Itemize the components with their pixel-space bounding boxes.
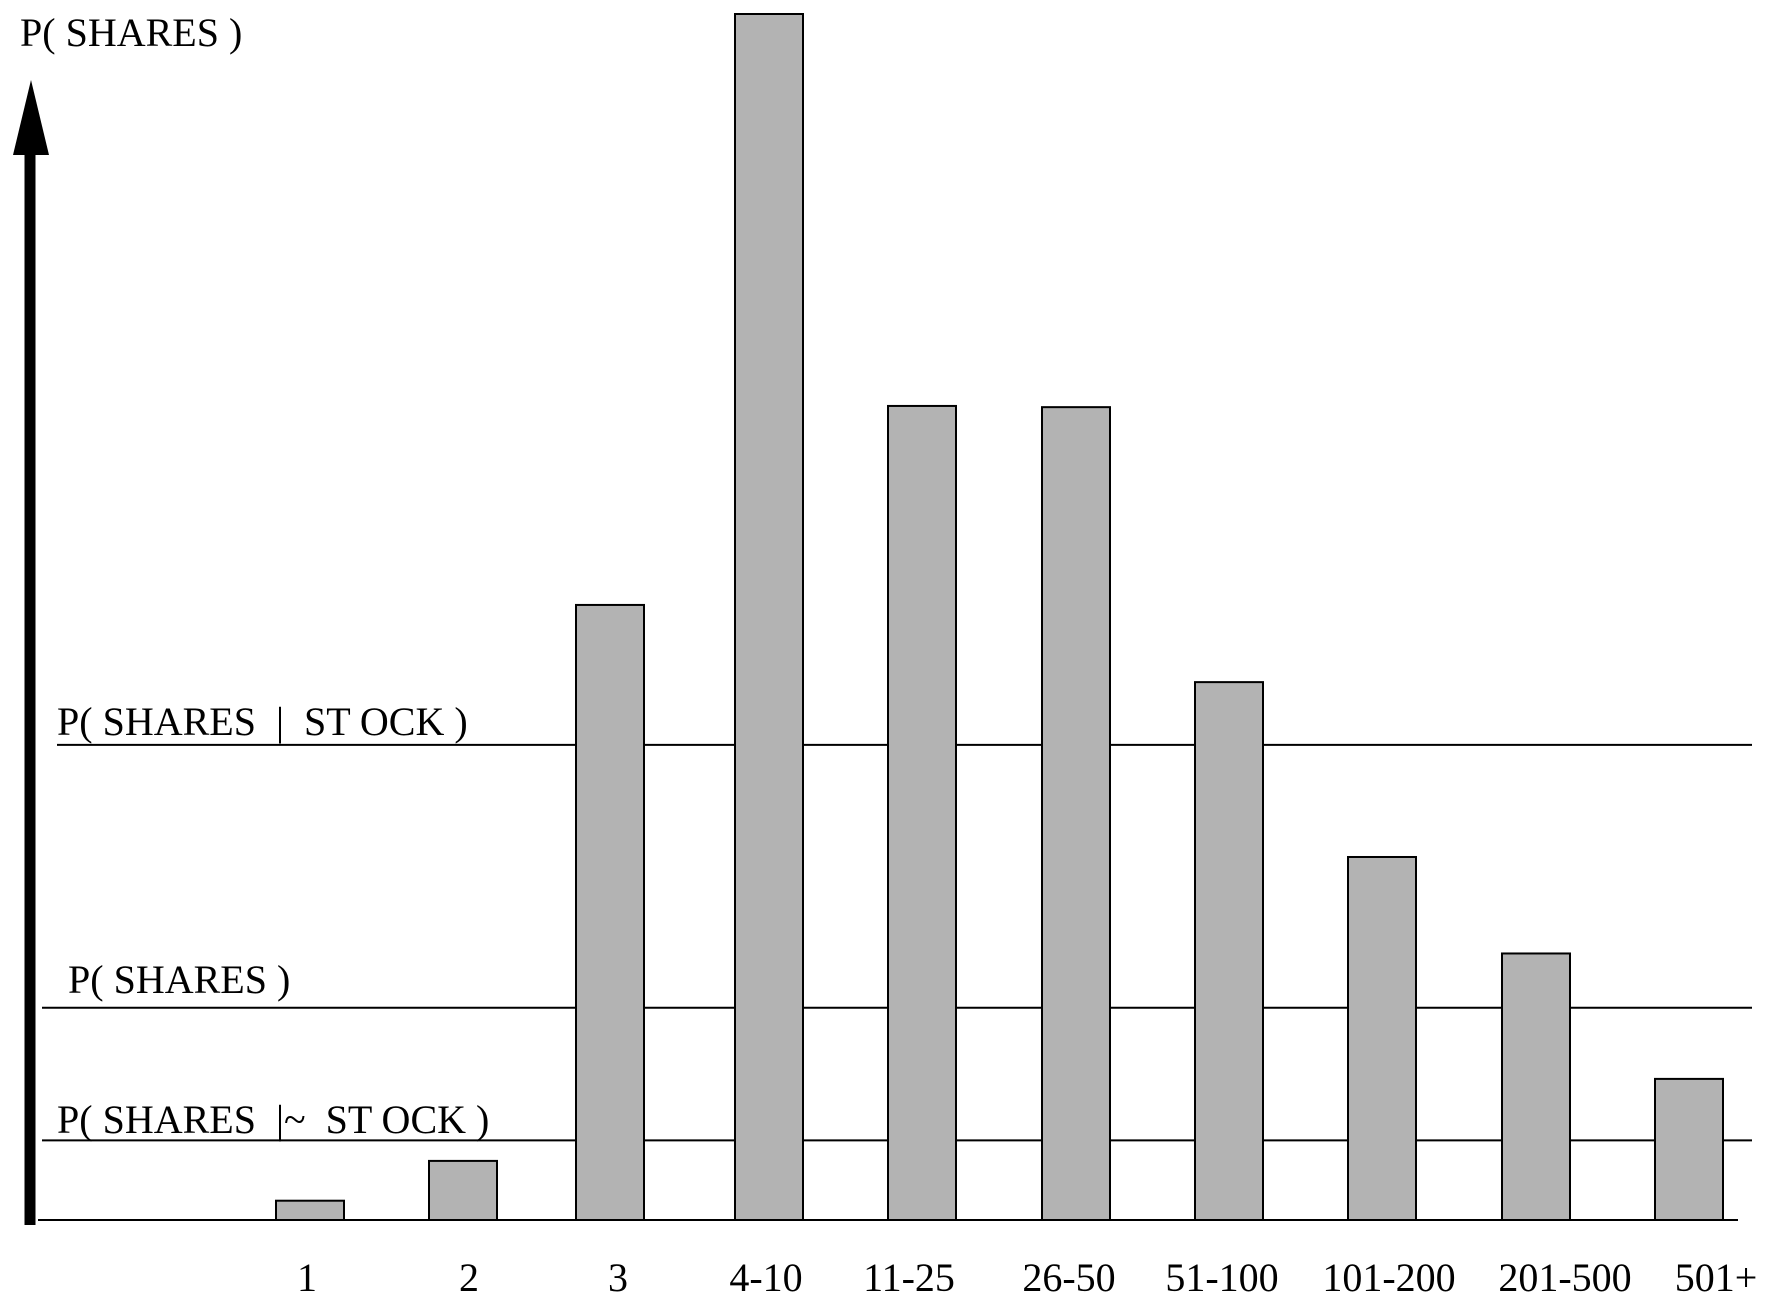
bar-51-100 bbox=[1194, 681, 1264, 1221]
bar-11-25 bbox=[887, 404, 957, 1221]
bar-4-10 bbox=[734, 13, 804, 1221]
x-tick-label: 26-50 bbox=[1022, 1255, 1115, 1295]
y-axis-label: P( SHARES ) bbox=[20, 10, 242, 55]
bar-101-200 bbox=[1347, 855, 1417, 1222]
x-tick-label: 11-25 bbox=[863, 1255, 955, 1295]
bar-201-500 bbox=[1501, 952, 1571, 1221]
x-tick-label: 101-200 bbox=[1322, 1255, 1455, 1295]
reference-line-label: P( SHARES |~ ST OCK ) bbox=[57, 1097, 489, 1142]
bars bbox=[275, 13, 1724, 1222]
x-tick-labels: 1 2 3 4-10 11-25 26-50 51-100 101-200 201-500 501… bbox=[297, 1255, 1757, 1295]
x-tick-label: 51-100 bbox=[1165, 1255, 1278, 1295]
x-tick-label: 3 bbox=[608, 1255, 628, 1295]
x-tick-label: 2 bbox=[459, 1255, 479, 1295]
x-tick-label: 1 bbox=[297, 1255, 317, 1295]
x-tick-label: 501+ bbox=[1675, 1255, 1758, 1295]
y-axis-arrow-icon bbox=[13, 80, 49, 155]
x-tick-label: 4-10 bbox=[729, 1255, 802, 1295]
bar-501+ bbox=[1654, 1077, 1724, 1221]
x-tick-label: 201-500 bbox=[1498, 1255, 1631, 1295]
bar-26-50 bbox=[1041, 406, 1111, 1221]
bar-2 bbox=[428, 1159, 498, 1222]
reference-line-label: P( SHARES | ST OCK ) bbox=[57, 699, 468, 744]
reference-line-label: P( SHARES ) bbox=[68, 957, 290, 1002]
reference-lines: P( SHARES | ST OCK ) P( SHARES ) P( SHARES… bbox=[42, 699, 1752, 1142]
bar-1 bbox=[275, 1199, 345, 1221]
bar-3 bbox=[575, 603, 645, 1221]
